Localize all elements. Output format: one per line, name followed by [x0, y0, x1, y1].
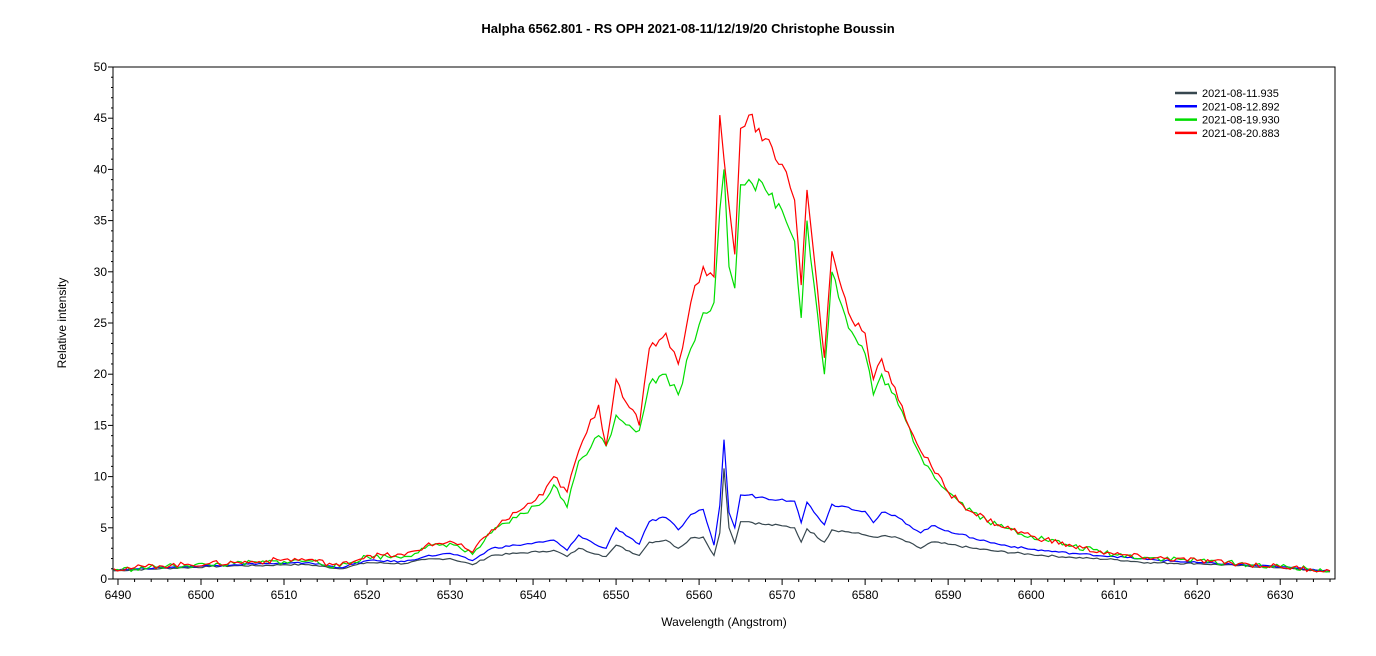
chart-title: Halpha 6562.801 - RS OPH 2021-08-11/12/1… [481, 21, 894, 36]
x-tick-label: 6570 [769, 588, 796, 602]
legend-label: 2021-08-11.935 [1202, 88, 1279, 100]
legend-label: 2021-08-19.930 [1202, 115, 1280, 127]
x-tick-label: 6610 [1101, 588, 1128, 602]
y-tick-label: 40 [94, 162, 108, 176]
x-tick-label: 6580 [852, 588, 879, 602]
x-tick-label: 6590 [935, 588, 962, 602]
y-tick-label: 0 [100, 572, 107, 586]
x-tick-label: 6620 [1184, 588, 1211, 602]
y-tick-label: 30 [94, 265, 108, 279]
x-tick-label: 6520 [354, 588, 381, 602]
y-tick-label: 15 [94, 418, 108, 432]
x-tick-label: 6540 [520, 588, 547, 602]
plot-area [113, 113, 1331, 573]
x-tick-label: 6500 [188, 588, 215, 602]
legend-label: 2021-08-20.883 [1202, 128, 1280, 140]
x-tick-label: 6600 [1018, 588, 1045, 602]
x-tick-label: 6630 [1267, 588, 1294, 602]
y-axis: 0 5 10 15 20 25 30 35 40 45 50 [94, 60, 113, 586]
y-tick-label: 20 [94, 367, 108, 381]
y-tick-label: 50 [94, 60, 108, 74]
y-tick-label: 45 [94, 111, 108, 125]
x-axis-label: Wavelength (Angstrom) [661, 615, 787, 629]
plot-frame [112, 66, 1336, 580]
series-line-2021-08-19.930 [113, 169, 1331, 573]
y-tick-label: 25 [94, 316, 108, 330]
x-tick-label: 6530 [437, 588, 464, 602]
y-tick-label: 5 [100, 521, 107, 535]
x-tick-label: 6560 [686, 588, 713, 602]
legend-label: 2021-08-12.892 [1202, 101, 1280, 113]
x-tick-label: 6510 [271, 588, 298, 602]
x-axis: 6490 6500 6510 6520 6530 6540 6550 6560 6570 6580… [105, 579, 1331, 602]
x-tick-label: 6490 [105, 588, 132, 602]
y-tick-label: 10 [94, 470, 108, 484]
y-tick-label: 35 [94, 214, 108, 228]
x-tick-label: 6550 [603, 588, 630, 602]
series-line-2021-08-11.935 [113, 468, 1330, 573]
series-line-2021-08-20.883 [113, 113, 1331, 573]
y-axis-label: Relative intensity [55, 278, 69, 369]
